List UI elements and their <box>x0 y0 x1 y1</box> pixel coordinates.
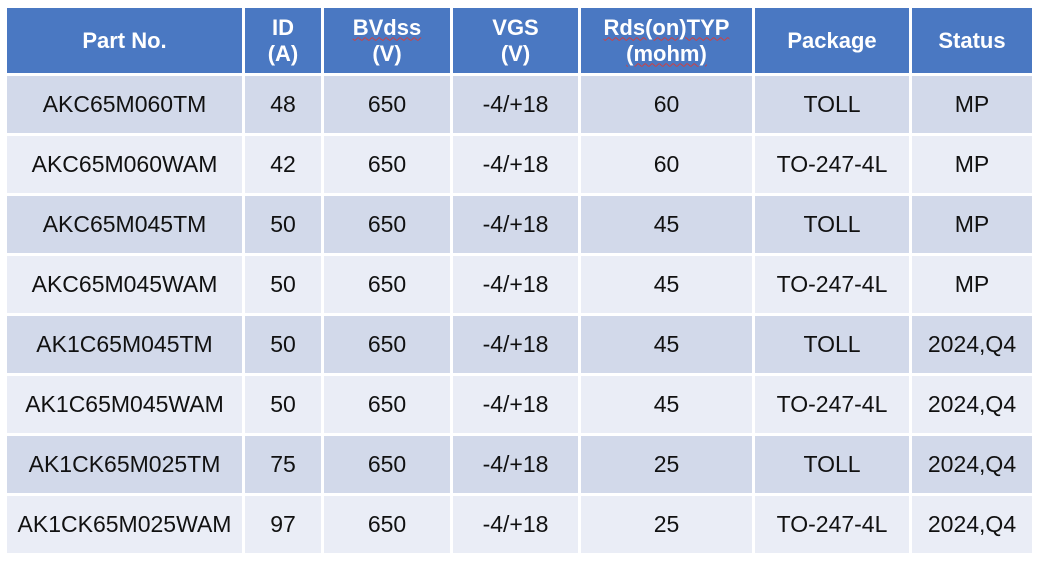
table-row: AK1C65M045WAM 50 650 -4/+18 45 TO-247-4L 2024,… <box>7 376 1032 433</box>
table-row: AK1CK65M025WAM 97 650 -4/+18 25 TO-247-4L 2024… <box>7 496 1032 553</box>
cell-rds-on: 25 <box>581 436 752 493</box>
cell-status: MP <box>912 196 1032 253</box>
cell-bvdss: 650 <box>324 256 450 313</box>
cell-rds-on: 45 <box>581 376 752 433</box>
table-row: AKC65M060WAM 42 650 -4/+18 60 TO-247-4L MP <box>7 136 1032 193</box>
cell-package: TOLL <box>755 76 909 133</box>
cell-rds-on: 60 <box>581 76 752 133</box>
cell-status: MP <box>912 256 1032 313</box>
cell-rds-on: 60 <box>581 136 752 193</box>
cell-id: 97 <box>245 496 321 553</box>
cell-vgs: -4/+18 <box>453 436 578 493</box>
cell-status: MP <box>912 136 1032 193</box>
table-body: AKC65M060TM 48 650 -4/+18 60 TOLL MP AKC65M060W… <box>7 76 1032 553</box>
cell-vgs: -4/+18 <box>453 136 578 193</box>
cell-bvdss: 650 <box>324 136 450 193</box>
cell-status: MP <box>912 76 1032 133</box>
cell-status: 2024,Q4 <box>912 436 1032 493</box>
table-row: AK1CK65M025TM 75 650 -4/+18 25 TOLL 2024,Q4 <box>7 436 1032 493</box>
cell-vgs: -4/+18 <box>453 196 578 253</box>
cell-id: 50 <box>245 196 321 253</box>
cell-bvdss: 650 <box>324 196 450 253</box>
cell-part-no: AK1CK65M025TM <box>7 436 242 493</box>
header-rds-on: Rds(on)TYP (mohm) <box>581 8 752 73</box>
cell-part-no: AK1CK65M025WAM <box>7 496 242 553</box>
cell-package: TO-247-4L <box>755 376 909 433</box>
table-row: AK1C65M045TM 50 650 -4/+18 45 TOLL 2024,Q4 <box>7 316 1032 373</box>
cell-package: TO-247-4L <box>755 136 909 193</box>
header-status: Status <box>912 8 1032 73</box>
table-row: AKC65M045TM 50 650 -4/+18 45 TOLL MP <box>7 196 1032 253</box>
cell-id: 42 <box>245 136 321 193</box>
cell-rds-on: 45 <box>581 196 752 253</box>
cell-package: TOLL <box>755 436 909 493</box>
cell-bvdss: 650 <box>324 496 450 553</box>
cell-vgs: -4/+18 <box>453 76 578 133</box>
cell-id: 50 <box>245 256 321 313</box>
header-row: Part No. ID (A) BVdss (V) VGS (V) Rds(on)TY… <box>7 8 1032 73</box>
cell-status: 2024,Q4 <box>912 376 1032 433</box>
cell-vgs: -4/+18 <box>453 376 578 433</box>
table-row: AKC65M045WAM 50 650 -4/+18 45 TO-247-4L MP <box>7 256 1032 313</box>
header-id: ID (A) <box>245 8 321 73</box>
header-bvdss: BVdss (V) <box>324 8 450 73</box>
cell-part-no: AKC65M060TM <box>7 76 242 133</box>
cell-status: 2024,Q4 <box>912 316 1032 373</box>
cell-package: TOLL <box>755 196 909 253</box>
cell-vgs: -4/+18 <box>453 316 578 373</box>
cell-rds-on: 45 <box>581 316 752 373</box>
cell-id: 50 <box>245 376 321 433</box>
cell-id: 75 <box>245 436 321 493</box>
product-table: Part No. ID (A) BVdss (V) VGS (V) Rds(on)TY… <box>4 5 1035 556</box>
cell-status: 2024,Q4 <box>912 496 1032 553</box>
cell-part-no: AK1C65M045WAM <box>7 376 242 433</box>
cell-id: 48 <box>245 76 321 133</box>
cell-vgs: -4/+18 <box>453 496 578 553</box>
cell-part-no: AKC65M060WAM <box>7 136 242 193</box>
cell-bvdss: 650 <box>324 436 450 493</box>
header-package: Package <box>755 8 909 73</box>
cell-vgs: -4/+18 <box>453 256 578 313</box>
header-part-no: Part No. <box>7 8 242 73</box>
table-row: AKC65M060TM 48 650 -4/+18 60 TOLL MP <box>7 76 1032 133</box>
cell-part-no: AKC65M045TM <box>7 196 242 253</box>
cell-package: TOLL <box>755 316 909 373</box>
cell-id: 50 <box>245 316 321 373</box>
cell-rds-on: 45 <box>581 256 752 313</box>
header-vgs: VGS (V) <box>453 8 578 73</box>
cell-part-no: AKC65M045WAM <box>7 256 242 313</box>
cell-bvdss: 650 <box>324 316 450 373</box>
cell-part-no: AK1C65M045TM <box>7 316 242 373</box>
cell-package: TO-247-4L <box>755 496 909 553</box>
cell-package: TO-247-4L <box>755 256 909 313</box>
cell-rds-on: 25 <box>581 496 752 553</box>
cell-bvdss: 650 <box>324 76 450 133</box>
cell-bvdss: 650 <box>324 376 450 433</box>
